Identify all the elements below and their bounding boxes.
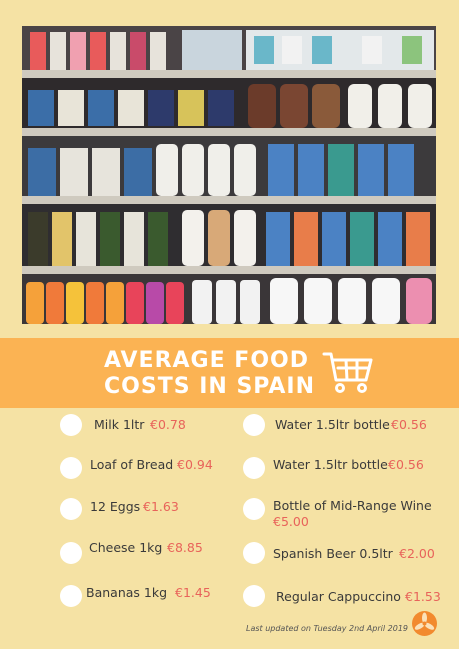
item-label-water-2: Water 1.5ltr bottle bbox=[273, 457, 388, 472]
bullet-dot bbox=[243, 585, 265, 607]
item-label-eggs: 12 Eggs bbox=[90, 499, 141, 514]
supermarket-shelf-photo bbox=[22, 26, 436, 324]
item-price-cappuccino: €1.53 bbox=[405, 589, 441, 604]
bullet-dot bbox=[60, 457, 82, 479]
item-label-wine: Bottle of Mid-Range Wine bbox=[273, 498, 432, 513]
bullet-dot bbox=[60, 414, 82, 436]
item-label-cheese: Cheese 1kg bbox=[89, 540, 163, 555]
bullet-dot bbox=[243, 414, 265, 436]
bullet-dot bbox=[243, 457, 265, 479]
item-price-beer: €2.00 bbox=[399, 546, 435, 561]
item-price-water-1: €0.56 bbox=[391, 417, 427, 432]
bullet-dot bbox=[60, 542, 82, 564]
bullet-dot bbox=[60, 498, 82, 520]
item-price-milk: €0.78 bbox=[150, 417, 186, 432]
bullet-dot bbox=[60, 585, 82, 607]
item-price-cheese: €8.85 bbox=[167, 540, 203, 555]
item-price-water-2: €0.56 bbox=[388, 457, 424, 472]
title-banner bbox=[0, 338, 459, 408]
last-updated-text: Last updated on Tuesday 2nd April 2019 bbox=[246, 624, 408, 633]
item-label-bread: Loaf of Bread bbox=[90, 457, 174, 472]
item-price-bread: €0.94 bbox=[177, 457, 213, 472]
item-label-cappuccino: Regular Cappuccino bbox=[276, 589, 401, 604]
item-label-beer: Spanish Beer 0.5ltr bbox=[273, 546, 393, 561]
propeller-logo-icon bbox=[412, 611, 437, 636]
banner-title: AVERAGE FOOD COSTS IN SPAIN bbox=[104, 348, 316, 399]
item-label-water-1: Water 1.5ltr bottle bbox=[275, 417, 390, 432]
shelf-illustration bbox=[22, 26, 436, 324]
bullet-dot bbox=[243, 542, 265, 564]
bullet-dot bbox=[243, 498, 265, 520]
item-price-bananas: €1.45 bbox=[175, 585, 211, 600]
item-price-wine: €5.00 bbox=[273, 514, 309, 529]
item-label-bananas: Bananas 1kg bbox=[86, 585, 168, 600]
item-price-eggs: €1.63 bbox=[143, 499, 179, 514]
item-label-milk: Milk 1ltr bbox=[94, 417, 145, 432]
shopping-cart-icon bbox=[322, 352, 373, 393]
